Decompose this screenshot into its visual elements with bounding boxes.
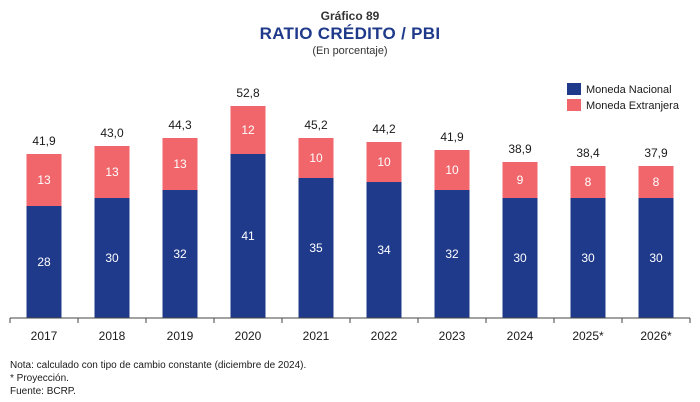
- x-tick-label: 2019: [167, 329, 194, 343]
- x-tick-label: 2018: [99, 329, 126, 343]
- total-label: 38,4: [576, 146, 600, 160]
- total-label: 43,0: [100, 126, 124, 140]
- bar-moneda-extranjera: [230, 106, 266, 154]
- projection-note: * Proyección.: [10, 373, 69, 384]
- bar-moneda-extranjera: [162, 138, 198, 190]
- bar-moneda-nacional: [94, 198, 130, 318]
- legend: Moneda Nacional Moneda Extranjera: [567, 83, 680, 112]
- bar-moneda-nacional: [502, 198, 538, 318]
- total-label: 52,8: [236, 86, 260, 100]
- x-tick-label: 2025*: [572, 329, 604, 343]
- x-tick-label: 2024: [507, 329, 534, 343]
- bar-moneda-nacional: [298, 178, 334, 318]
- x-axis-ticks: [9, 318, 691, 323]
- x-tick-label: 2026*: [640, 329, 672, 343]
- bar-moneda-nacional: [366, 182, 402, 318]
- data-label-moneda-nacional: 30: [581, 251, 595, 265]
- total-label: 38,9: [508, 142, 532, 156]
- data-label-moneda-extranjera: 9: [517, 173, 524, 187]
- data-label-moneda-extranjera: 8: [585, 175, 592, 189]
- bar-moneda-extranjera: [94, 146, 130, 198]
- bar-moneda-nacional: [26, 206, 62, 318]
- legend-swatch-moneda-extranjera: [567, 99, 581, 111]
- data-label-moneda-extranjera: 12: [241, 123, 255, 137]
- notes: Nota: calculado con tipo de cambio const…: [10, 359, 306, 398]
- note-text: Nota: calculado con tipo de cambio const…: [10, 360, 307, 371]
- chart-subtitle: (En porcentaje): [312, 45, 388, 57]
- bar-moneda-extranjera: [26, 154, 62, 206]
- data-label-moneda-nacional: 32: [173, 247, 187, 261]
- source-note: Fuente: BCRP.: [10, 386, 76, 397]
- data-label-moneda-nacional: 30: [649, 251, 663, 265]
- data-label-moneda-extranjera: 13: [173, 157, 187, 171]
- bar-moneda-extranjera: [638, 166, 674, 198]
- bar-moneda-extranjera: [502, 162, 538, 198]
- bars-layer: [26, 106, 674, 318]
- data-label-moneda-nacional: 34: [377, 243, 391, 257]
- data-label-moneda-nacional: 30: [513, 251, 527, 265]
- x-tick-label: 2023: [439, 329, 466, 343]
- chart-title: RATIO CRÉDITO / PBI: [259, 24, 441, 43]
- total-label: 41,9: [440, 130, 464, 144]
- x-tick-label: 2021: [303, 329, 330, 343]
- bar-moneda-extranjera: [570, 166, 606, 198]
- data-label-moneda-extranjera: 13: [105, 165, 119, 179]
- data-label-moneda-nacional: 32: [445, 247, 459, 261]
- total-label: 44,3: [168, 118, 192, 132]
- data-label-moneda-extranjera: 10: [377, 155, 391, 169]
- bar-moneda-nacional: [638, 198, 674, 318]
- legend-label-moneda-extranjera: Moneda Extranjera: [586, 100, 680, 112]
- data-label-moneda-extranjera: 10: [445, 163, 459, 177]
- total-label: 37,9: [644, 146, 668, 160]
- bar-moneda-extranjera: [434, 150, 470, 190]
- data-label-moneda-extranjera: 13: [37, 173, 51, 187]
- x-tick-label: 2022: [371, 329, 398, 343]
- bar-moneda-nacional: [230, 154, 266, 318]
- data-label-moneda-nacional: 28: [37, 255, 51, 269]
- bar-moneda-nacional: [162, 190, 198, 318]
- total-label: 45,2: [304, 118, 328, 132]
- total-label: 41,9: [32, 134, 56, 148]
- data-label-moneda-extranjera: 8: [653, 175, 660, 189]
- legend-label-moneda-nacional: Moneda Nacional: [586, 84, 672, 96]
- bar-moneda-nacional: [570, 198, 606, 318]
- chart-number: Gráfico 89: [320, 9, 380, 23]
- bar-moneda-extranjera: [366, 142, 402, 182]
- bar-moneda-nacional: [434, 190, 470, 318]
- x-tick-label: 2017: [31, 329, 58, 343]
- legend-swatch-moneda-nacional: [567, 83, 581, 95]
- data-label-moneda-nacional: 35: [309, 241, 323, 255]
- labels-layer: 28 13 41,9 2017 30 13 43,0 2018 32 13 44,3 2019 41 12…: [31, 86, 672, 343]
- data-label-moneda-extranjera: 10: [309, 151, 323, 165]
- data-label-moneda-nacional: 30: [105, 251, 119, 265]
- bar-moneda-extranjera: [298, 138, 334, 178]
- total-label: 44,2: [372, 122, 396, 136]
- data-label-moneda-nacional: 41: [241, 229, 255, 243]
- x-tick-label: 2020: [235, 329, 262, 343]
